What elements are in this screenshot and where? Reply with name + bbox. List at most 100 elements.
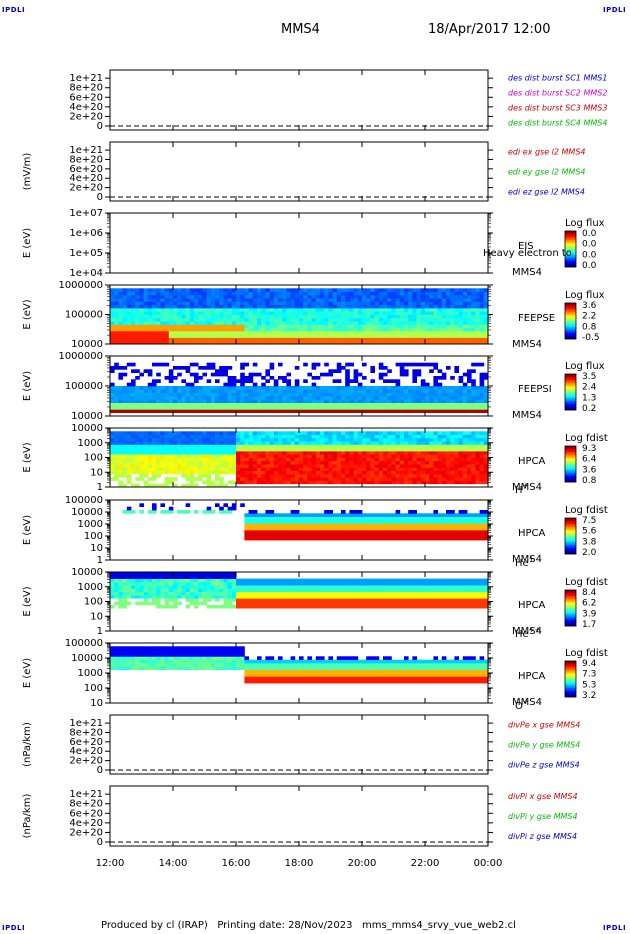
heatmap-cell — [156, 294, 161, 299]
heatmap-cell — [273, 447, 279, 452]
heatmap-cell — [202, 366, 207, 370]
heatmap-cell — [315, 314, 321, 319]
heatmap-cell — [189, 480, 195, 485]
heatmap-cell — [399, 389, 405, 393]
heatmap-cell — [433, 460, 438, 465]
heatmap-cell — [307, 533, 312, 537]
heatmap-cell — [374, 513, 380, 517]
heatmap-cell — [320, 536, 325, 541]
heatmap-cell — [265, 523, 270, 527]
heatmap-cell — [156, 330, 161, 335]
heatmap-cell — [114, 321, 119, 325]
heatmap-cell — [433, 513, 438, 517]
heatmap-cell — [395, 409, 401, 413]
heatmap-cell — [227, 409, 233, 413]
heatmap-cell — [152, 294, 157, 299]
heatmap-cell — [261, 450, 266, 455]
colorbar-segment — [565, 374, 576, 376]
heatmap-cell — [118, 389, 123, 393]
heatmap-cell — [173, 396, 178, 400]
heatmap-cell — [441, 437, 447, 442]
heatmap-cell — [479, 321, 485, 325]
heatmap-cell — [349, 392, 354, 397]
heatmap-cell — [269, 304, 275, 309]
heatmap-cell — [378, 337, 384, 342]
heatmap-cell — [374, 334, 380, 338]
heatmap-cell — [210, 467, 216, 471]
heatmap-cell — [366, 441, 371, 445]
heatmap-cell — [206, 362, 212, 367]
heatmap-cell — [118, 483, 123, 488]
heatmap-cell — [370, 334, 375, 338]
heatmap-cell — [383, 307, 388, 312]
heatmap-cell — [139, 454, 144, 458]
heatmap-cell — [164, 321, 170, 325]
heatmap-cell — [349, 536, 354, 541]
heatmap-cell — [122, 399, 128, 403]
heatmap-cell — [357, 444, 363, 449]
heatmap-cell — [404, 530, 409, 534]
heatmap-cell — [341, 337, 346, 342]
heatmap-cell — [290, 317, 296, 322]
heatmap-cell — [399, 454, 405, 458]
heatmap-cell — [324, 510, 329, 514]
heatmap-cell — [160, 324, 165, 328]
heatmap-cell — [362, 437, 367, 442]
heatmap-cell — [244, 362, 249, 367]
heatmap-cell — [185, 399, 191, 403]
heatmap-cell — [408, 533, 413, 537]
heatmap-cell — [114, 386, 119, 390]
heatmap-cell — [320, 470, 325, 475]
heatmap-cell — [223, 396, 228, 400]
heatmap-cell — [370, 464, 375, 468]
heatmap-cell — [454, 457, 459, 462]
heatmap-cell — [273, 301, 279, 306]
heatmap-cell — [462, 392, 468, 397]
heatmap-cell — [152, 301, 157, 306]
heatmap-cell — [370, 470, 375, 475]
heatmap-cell — [441, 301, 447, 306]
heatmap-cell — [408, 437, 413, 442]
heatmap-cell — [454, 437, 459, 442]
colorbar-segment — [565, 453, 576, 456]
heatmap-cell — [412, 470, 417, 475]
heatmap-cell — [462, 434, 468, 439]
heatmap-cell — [311, 533, 317, 537]
heatmap-cell — [450, 330, 455, 335]
heatmap-cell — [168, 317, 174, 322]
heatmap-cell — [383, 467, 388, 471]
heatmap-cell — [341, 406, 346, 410]
heatmap-cell — [160, 389, 165, 393]
heatmap-cell — [446, 460, 451, 465]
heatmap-cell — [265, 470, 270, 475]
heatmap-cell — [219, 477, 224, 481]
heatmap-cell — [177, 304, 182, 309]
heatmap-cell — [164, 376, 170, 380]
heatmap-cell — [118, 288, 123, 292]
heatmap-cell — [387, 304, 392, 309]
panel-2 — [105, 141, 493, 202]
heatmap-cell — [244, 444, 249, 449]
heatmap-cell — [160, 396, 165, 400]
heatmap-cell — [471, 330, 476, 335]
heatmap-cell — [244, 533, 249, 537]
heatmap-cell — [257, 399, 262, 403]
heatmap-cell — [139, 434, 144, 439]
heatmap-cell — [223, 330, 228, 335]
heatmap-cell — [383, 536, 388, 541]
heatmap-cell — [425, 389, 430, 393]
heatmap-cell — [311, 536, 317, 541]
heatmap-cell — [122, 324, 128, 328]
heatmap-cell — [206, 307, 212, 312]
heatmap-cell — [269, 513, 275, 517]
heatmap-cell — [156, 470, 161, 475]
heatmap-cell — [278, 386, 283, 390]
heatmap-cell — [311, 392, 317, 397]
heatmap-cell — [328, 467, 333, 471]
heatmap-cell — [114, 334, 119, 338]
heatmap-cell — [408, 513, 413, 517]
heatmap-cell — [198, 389, 203, 393]
heatmap-cell — [412, 392, 417, 397]
heatmap-cell — [341, 480, 346, 485]
heatmap-cell — [357, 441, 363, 445]
